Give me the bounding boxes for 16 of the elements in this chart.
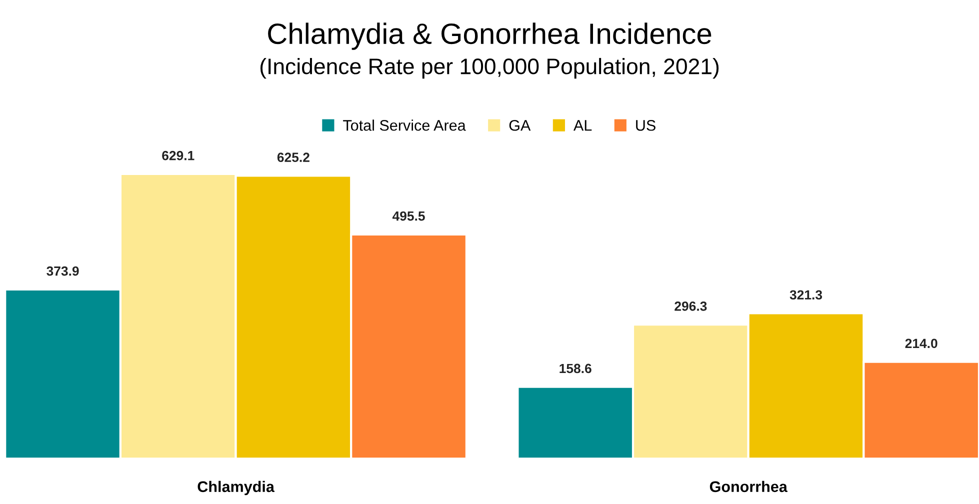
- data-label: 373.9: [46, 266, 79, 276]
- x-tick-label: Chlamydia: [198, 480, 275, 496]
- legend-label: Total Service Area: [343, 120, 466, 131]
- data-label: 495.5: [392, 211, 425, 221]
- data-label: 629.1: [162, 150, 194, 160]
- data-label: 625.2: [277, 152, 310, 162]
- legend-label: US: [636, 120, 656, 131]
- data-label: 158.6: [560, 364, 592, 374]
- x-tick-label: Gonorrhea: [710, 480, 788, 492]
- chart-title: Chlamydia & Gonorrhea Incidence: [268, 22, 712, 50]
- chart-subtitle: (Incidence Rate per 100,000 Population, 2021): [260, 58, 719, 79]
- data-label: 321.3: [790, 290, 822, 300]
- data-label: 214.0: [905, 338, 938, 348]
- legend-label: GA: [509, 120, 531, 131]
- data-label: 296.3: [674, 302, 707, 311]
- legend-label: AL: [573, 120, 592, 131]
